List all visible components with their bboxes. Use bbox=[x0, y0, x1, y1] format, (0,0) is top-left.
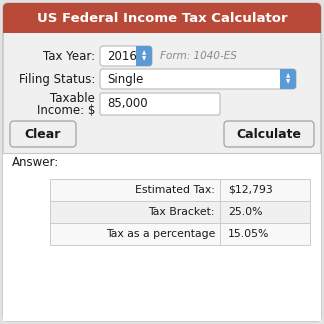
Text: Filing Status:: Filing Status: bbox=[18, 73, 95, 86]
Bar bbox=[50, 201, 310, 223]
FancyBboxPatch shape bbox=[100, 69, 296, 89]
FancyBboxPatch shape bbox=[3, 3, 321, 321]
Text: 2016: 2016 bbox=[107, 50, 137, 63]
Bar bbox=[136, 46, 144, 66]
FancyBboxPatch shape bbox=[224, 121, 314, 147]
Text: Taxable: Taxable bbox=[50, 91, 95, 105]
Bar bbox=[280, 69, 288, 89]
Text: 85,000: 85,000 bbox=[107, 98, 148, 110]
Text: Tax as a percentage: Tax as a percentage bbox=[106, 229, 215, 239]
Text: Tax Bracket:: Tax Bracket: bbox=[148, 207, 215, 217]
Text: Form: 1040-ES: Form: 1040-ES bbox=[160, 51, 237, 61]
Text: ▲: ▲ bbox=[142, 51, 146, 55]
Text: US Federal Income Tax Calculator: US Federal Income Tax Calculator bbox=[37, 11, 287, 25]
FancyBboxPatch shape bbox=[3, 3, 321, 33]
Bar bbox=[3, 153, 321, 321]
Text: Calculate: Calculate bbox=[237, 128, 302, 141]
Text: 15.05%: 15.05% bbox=[228, 229, 269, 239]
Text: $12,793: $12,793 bbox=[228, 185, 273, 195]
Bar bbox=[50, 179, 310, 201]
Text: Estimated Tax:: Estimated Tax: bbox=[135, 185, 215, 195]
Text: Answer:: Answer: bbox=[12, 156, 59, 169]
Text: Clear: Clear bbox=[25, 128, 61, 141]
Bar bbox=[50, 223, 310, 245]
Bar bbox=[3, 18, 321, 33]
Text: ▼: ▼ bbox=[142, 56, 146, 62]
Text: ▼: ▼ bbox=[286, 79, 290, 85]
Text: Single: Single bbox=[107, 73, 144, 86]
FancyBboxPatch shape bbox=[10, 121, 76, 147]
FancyBboxPatch shape bbox=[136, 46, 152, 66]
Text: ▲: ▲ bbox=[286, 74, 290, 78]
FancyBboxPatch shape bbox=[100, 46, 152, 66]
Text: 25.0%: 25.0% bbox=[228, 207, 262, 217]
Text: Tax Year:: Tax Year: bbox=[43, 50, 95, 63]
FancyBboxPatch shape bbox=[280, 69, 296, 89]
Text: Income: $: Income: $ bbox=[37, 103, 95, 117]
FancyBboxPatch shape bbox=[100, 93, 220, 115]
